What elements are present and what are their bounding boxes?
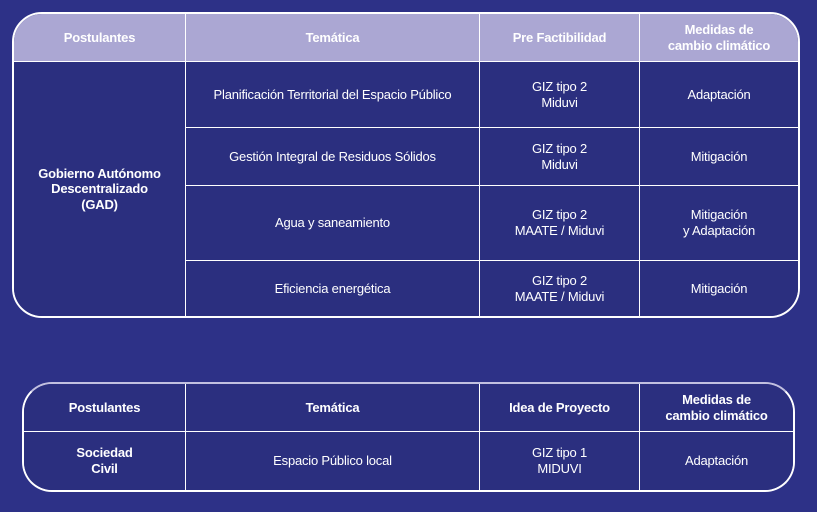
gad-row1-medidas: Adaptación: [640, 62, 798, 128]
gad-header-pre-factibilidad: Pre Factibilidad: [480, 14, 640, 62]
gad-row4-pre-factibilidad: GIZ tipo 2 MAATE / Miduvi: [480, 261, 640, 316]
gad-table: Postulantes Temática Pre Factibilidad Me…: [12, 12, 800, 318]
gad-header-tematica: Temática: [186, 14, 480, 62]
gad-row1-pre-factibilidad: GIZ tipo 2 Miduvi: [480, 62, 640, 128]
soc-header-idea-proyecto: Idea de Proyecto: [480, 384, 640, 432]
gad-row4-tematica: Eficiencia energética: [186, 261, 480, 316]
sociedad-civil-table: Postulantes Temática Idea de Proyecto Me…: [22, 382, 795, 492]
gad-row4-medidas: Mitigación: [640, 261, 798, 316]
soc-row1-tematica: Espacio Público local: [186, 432, 480, 490]
gad-row2-medidas: Mitigación: [640, 128, 798, 186]
gad-row3-pre-factibilidad: GIZ tipo 2 MAATE / Miduvi: [480, 186, 640, 261]
gad-row3-medidas: Mitigación y Adaptación: [640, 186, 798, 261]
soc-postulante-cell: Sociedad Civil: [24, 432, 186, 490]
soc-header-tematica: Temática: [186, 384, 480, 432]
gad-row2-tematica: Gestión Integral de Residuos Sólidos: [186, 128, 480, 186]
gad-header-medidas: Medidas de cambio climático: [640, 14, 798, 62]
gad-row1-tematica: Planificación Territorial del Espacio Pú…: [186, 62, 480, 128]
soc-header-postulantes: Postulantes: [24, 384, 186, 432]
soc-row1-idea-proyecto: GIZ tipo 1 MIDUVI: [480, 432, 640, 490]
gad-header-postulantes: Postulantes: [14, 14, 186, 62]
soc-row1-medidas: Adaptación: [640, 432, 793, 490]
gad-row3-tematica: Agua y saneamiento: [186, 186, 480, 261]
gad-postulante-cell: Gobierno Autónomo Descentralizado (GAD): [14, 62, 186, 316]
gad-row2-pre-factibilidad: GIZ tipo 2 Miduvi: [480, 128, 640, 186]
soc-header-medidas: Medidas de cambio climático: [640, 384, 793, 432]
